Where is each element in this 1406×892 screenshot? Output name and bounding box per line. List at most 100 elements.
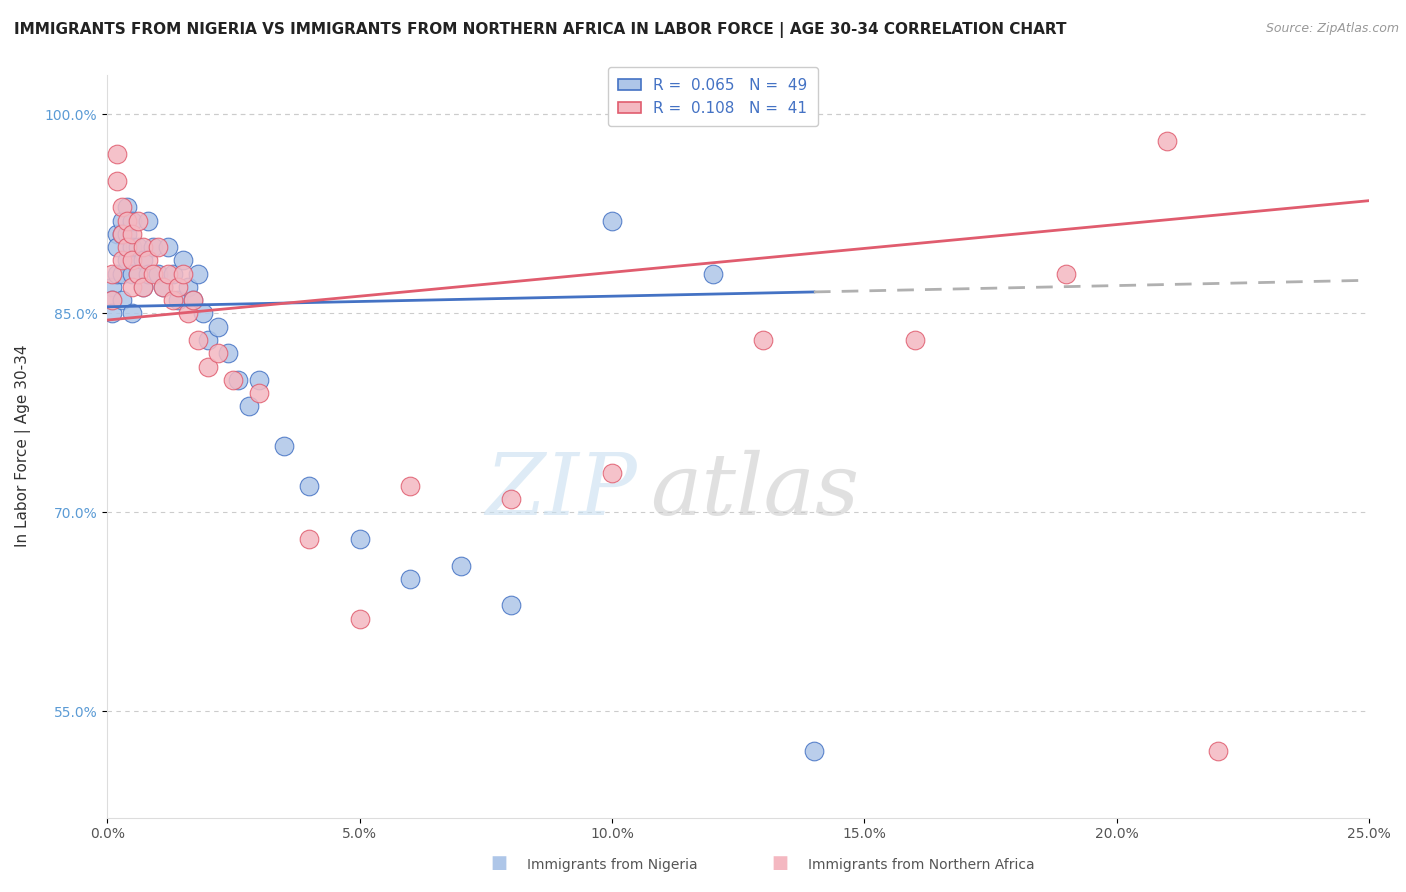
Point <box>146 240 169 254</box>
Point <box>121 253 143 268</box>
Point <box>702 267 724 281</box>
Point <box>1054 267 1077 281</box>
Point <box>187 267 209 281</box>
Point <box>121 227 143 241</box>
Point <box>752 333 775 347</box>
Y-axis label: In Labor Force | Age 30-34: In Labor Force | Age 30-34 <box>15 345 31 548</box>
Point <box>117 253 139 268</box>
Text: IMMIGRANTS FROM NIGERIA VS IMMIGRANTS FROM NORTHERN AFRICA IN LABOR FORCE | AGE : IMMIGRANTS FROM NIGERIA VS IMMIGRANTS FR… <box>14 22 1067 38</box>
Point <box>177 280 200 294</box>
Point <box>222 373 245 387</box>
Point <box>600 466 623 480</box>
Point <box>127 267 149 281</box>
Point <box>127 213 149 227</box>
Text: ■: ■ <box>491 855 508 872</box>
Point <box>121 267 143 281</box>
Point <box>499 599 522 613</box>
Point <box>499 492 522 507</box>
Point <box>803 744 825 758</box>
Point <box>197 359 219 374</box>
Point <box>131 253 153 268</box>
Text: ZIP: ZIP <box>485 450 637 532</box>
Point <box>121 280 143 294</box>
Point <box>142 240 165 254</box>
Point <box>172 267 194 281</box>
Point <box>399 479 422 493</box>
Point <box>117 240 139 254</box>
Point <box>207 319 229 334</box>
Point <box>247 373 270 387</box>
Point <box>167 280 190 294</box>
Point <box>399 572 422 586</box>
Point <box>117 200 139 214</box>
Point <box>121 213 143 227</box>
Point <box>127 240 149 254</box>
Point <box>167 293 190 308</box>
Point <box>187 333 209 347</box>
Text: ■: ■ <box>772 855 789 872</box>
Point <box>121 240 143 254</box>
Point <box>101 267 124 281</box>
Point <box>197 333 219 347</box>
Point <box>600 213 623 227</box>
Point <box>117 213 139 227</box>
Text: Immigrants from Northern Africa: Immigrants from Northern Africa <box>808 858 1035 872</box>
Point <box>131 280 153 294</box>
Point <box>207 346 229 360</box>
Point <box>131 280 153 294</box>
Point <box>181 293 204 308</box>
Point <box>349 532 371 546</box>
Point <box>131 240 153 254</box>
Point <box>101 293 124 308</box>
Point <box>121 306 143 320</box>
Point <box>105 147 128 161</box>
Point <box>217 346 239 360</box>
Point <box>127 267 149 281</box>
Point <box>152 280 174 294</box>
Text: atlas: atlas <box>650 450 859 532</box>
Point <box>101 293 124 308</box>
Legend: R =  0.065   N =  49, R =  0.108   N =  41: R = 0.065 N = 49, R = 0.108 N = 41 <box>607 68 818 127</box>
Point <box>1206 744 1229 758</box>
Point <box>136 267 159 281</box>
Point <box>105 267 128 281</box>
Point <box>111 200 134 214</box>
Text: Source: ZipAtlas.com: Source: ZipAtlas.com <box>1265 22 1399 36</box>
Point <box>101 306 124 320</box>
Point <box>238 399 260 413</box>
Point <box>111 213 134 227</box>
Point <box>247 386 270 401</box>
Point <box>904 333 927 347</box>
Point <box>111 267 134 281</box>
Point <box>105 227 128 241</box>
Point <box>156 240 179 254</box>
Point <box>105 174 128 188</box>
Point <box>172 253 194 268</box>
Point <box>156 267 179 281</box>
Point <box>162 293 184 308</box>
Point <box>181 293 204 308</box>
Point <box>228 373 250 387</box>
Text: Immigrants from Nigeria: Immigrants from Nigeria <box>527 858 697 872</box>
Point <box>105 240 128 254</box>
Point <box>136 213 159 227</box>
Point <box>450 558 472 573</box>
Point <box>111 227 134 241</box>
Point <box>298 532 321 546</box>
Point <box>191 306 214 320</box>
Point <box>146 267 169 281</box>
Point <box>273 439 295 453</box>
Point <box>117 227 139 241</box>
Point <box>162 267 184 281</box>
Point <box>298 479 321 493</box>
Point <box>136 253 159 268</box>
Point <box>111 227 134 241</box>
Point <box>111 253 134 268</box>
Point <box>101 280 124 294</box>
Point <box>142 267 165 281</box>
Point <box>1156 134 1178 148</box>
Point <box>177 306 200 320</box>
Point <box>111 293 134 308</box>
Point <box>349 611 371 625</box>
Point <box>152 280 174 294</box>
